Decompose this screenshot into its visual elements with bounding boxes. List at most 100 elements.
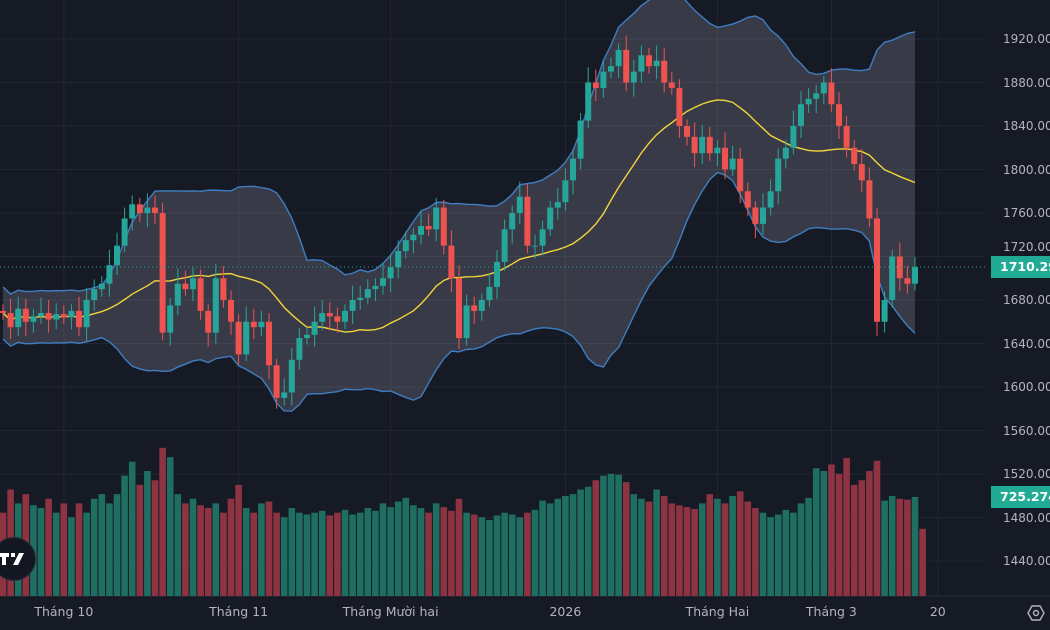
candle-body bbox=[699, 136, 706, 154]
candle-body bbox=[554, 202, 561, 208]
candle-body bbox=[684, 126, 690, 137]
volume-bar bbox=[805, 497, 812, 596]
volume-bar bbox=[828, 464, 835, 596]
price-tick-label: 1920.00 bbox=[1003, 32, 1050, 46]
settings-icon[interactable] bbox=[1026, 603, 1046, 623]
volume-bar bbox=[759, 512, 767, 596]
price-tick-label: 1760.00 bbox=[1003, 206, 1050, 220]
candle-body bbox=[68, 310, 75, 318]
candle-body bbox=[478, 300, 485, 311]
candle-body bbox=[722, 147, 728, 170]
candle-body bbox=[83, 300, 90, 328]
candle-body bbox=[235, 321, 242, 355]
volume-bar bbox=[52, 512, 60, 596]
candle-body bbox=[851, 147, 858, 165]
candle-body bbox=[212, 278, 219, 333]
volume-bar bbox=[37, 508, 45, 596]
candle-body bbox=[76, 310, 82, 328]
volume-bar bbox=[721, 503, 729, 596]
volume-bar bbox=[774, 514, 782, 596]
candle-body bbox=[114, 245, 120, 266]
candle-body bbox=[615, 49, 622, 67]
volume-bar bbox=[911, 496, 919, 596]
price-tick-label: 1520.00 bbox=[1003, 467, 1050, 481]
volume-bar bbox=[524, 512, 531, 596]
volume-bar bbox=[577, 489, 584, 596]
candle-body bbox=[197, 278, 204, 311]
candle-body bbox=[577, 120, 584, 159]
candle-body bbox=[752, 207, 759, 224]
candle-body bbox=[38, 313, 44, 317]
candle-body bbox=[288, 359, 295, 393]
volume-bar bbox=[600, 475, 607, 596]
volume-bar bbox=[311, 512, 318, 596]
volume-bar bbox=[212, 503, 220, 596]
volume-bar bbox=[820, 471, 828, 596]
price-tick-label: 1840.00 bbox=[1003, 119, 1050, 133]
volume-bar bbox=[128, 461, 136, 596]
volume-bar bbox=[372, 510, 379, 596]
tradingview-logo[interactable] bbox=[0, 537, 36, 581]
candle-body bbox=[820, 82, 827, 94]
volume-bar bbox=[288, 508, 296, 596]
volume-bar bbox=[676, 505, 683, 596]
candle-body bbox=[152, 207, 158, 213]
volume-bar bbox=[607, 473, 615, 596]
candle-body bbox=[547, 207, 554, 230]
volume-bar bbox=[790, 512, 797, 596]
candle-body bbox=[296, 338, 303, 360]
volume-bar bbox=[318, 510, 326, 596]
candle-body bbox=[744, 191, 751, 208]
candle-body bbox=[463, 305, 470, 339]
volume-bar bbox=[68, 517, 75, 596]
volume-bar bbox=[843, 458, 850, 596]
candle-body bbox=[45, 313, 52, 320]
candle-body bbox=[456, 278, 462, 339]
volume-bar bbox=[151, 480, 159, 596]
candle-body bbox=[630, 71, 637, 83]
price-tick-label: 1600.00 bbox=[1003, 380, 1050, 394]
candle-body bbox=[159, 213, 166, 333]
candle-body bbox=[691, 136, 698, 154]
volume-bar bbox=[653, 489, 660, 596]
candle-body bbox=[608, 66, 614, 72]
candle-body bbox=[334, 316, 341, 322]
candle-body bbox=[220, 278, 227, 300]
volume-bar bbox=[235, 484, 242, 596]
volume-bar bbox=[501, 512, 508, 596]
candle-body bbox=[410, 234, 417, 241]
volume-bar bbox=[98, 494, 106, 596]
candle-body bbox=[22, 308, 29, 322]
volume-bar bbox=[493, 515, 501, 596]
candle-body bbox=[896, 256, 903, 279]
volume-bar bbox=[174, 494, 182, 596]
candle-body bbox=[357, 297, 364, 300]
candle-body bbox=[60, 314, 67, 318]
candle-body bbox=[190, 278, 196, 290]
volume-bar bbox=[463, 512, 470, 596]
volume-bar bbox=[714, 498, 721, 596]
volume-bar bbox=[850, 484, 858, 596]
volume-bar bbox=[584, 486, 592, 596]
candle-body bbox=[782, 147, 789, 159]
candle-body bbox=[250, 321, 257, 328]
volume-bar bbox=[615, 474, 622, 596]
candle-body bbox=[805, 98, 812, 105]
volume-bar bbox=[410, 505, 417, 596]
candle-body bbox=[364, 289, 371, 298]
volume-bar bbox=[888, 496, 896, 596]
volume-bar bbox=[668, 503, 676, 596]
candle-body bbox=[828, 82, 835, 105]
volume-bar bbox=[182, 503, 189, 596]
volume-bar bbox=[326, 515, 334, 596]
volume-bar bbox=[630, 494, 638, 596]
candle-body bbox=[881, 300, 888, 322]
candle-body bbox=[433, 207, 440, 230]
volume-bar bbox=[698, 503, 706, 596]
volume-bar bbox=[645, 501, 653, 596]
candle-body bbox=[494, 261, 500, 287]
volume-bar bbox=[425, 512, 432, 596]
volume-bar bbox=[349, 514, 356, 596]
